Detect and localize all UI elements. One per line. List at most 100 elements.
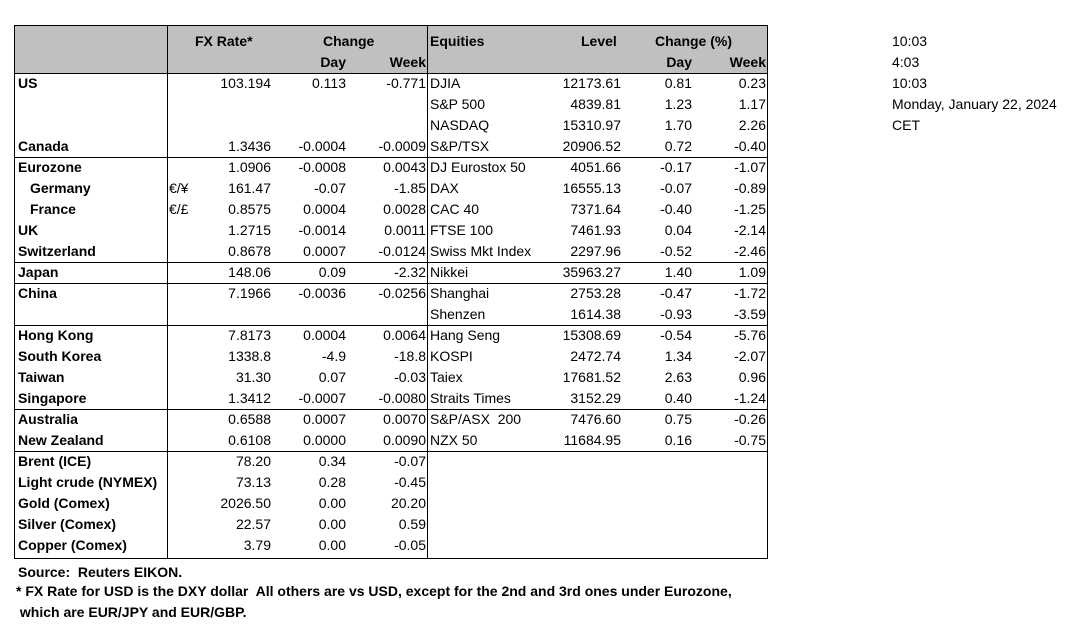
header-band (15, 26, 767, 73)
cell: 4051.66 (570, 159, 621, 175)
cell: 7476.60 (570, 411, 621, 427)
equity-name: CAC 40 (430, 201, 480, 217)
currency-pair: €/¥ (169, 180, 189, 196)
currency-pair: €/£ (169, 201, 189, 217)
equity-name: NZX 50 (430, 432, 478, 448)
cell: 1.23 (664, 96, 692, 112)
row-label: Australia (18, 411, 78, 427)
cell: 0.0028 (383, 201, 426, 217)
cell: -0.0009 (378, 138, 426, 154)
cell: 1.17 (738, 96, 766, 112)
cell: 0.28 (318, 474, 346, 490)
cell: -2.07 (734, 348, 766, 364)
source: Source: Reuters EIKON. (18, 564, 183, 580)
cell: 0.07 (318, 369, 346, 385)
cell: -0.0036 (298, 285, 346, 301)
cell: 0.0043 (383, 159, 426, 175)
border (14, 262, 768, 263)
time: 4:03 (892, 54, 920, 70)
cell: -1.07 (734, 159, 766, 175)
cell: -0.07 (314, 180, 346, 196)
border (14, 558, 768, 559)
cell: -18.8 (394, 348, 426, 364)
cell: 7.1966 (228, 285, 271, 301)
cell: 1.3412 (228, 390, 271, 406)
timezone: CET (892, 117, 920, 133)
header: Day (666, 54, 692, 70)
border (14, 157, 768, 158)
row-label: Brent (ICE) (18, 453, 92, 469)
cell: 0.09 (318, 264, 346, 280)
header: FX Rate* (195, 33, 253, 49)
row-label: South Korea (18, 348, 102, 364)
cell: -0.47 (660, 285, 692, 301)
cell: 0.0007 (303, 243, 346, 259)
cell: -0.07 (660, 180, 692, 196)
cell: 0.0090 (383, 432, 426, 448)
equity-name: Nikkei (430, 264, 469, 280)
row-label: Hong Kong (18, 327, 94, 343)
cell: -2.14 (734, 222, 766, 238)
row-label: France (30, 201, 76, 217)
row-label: Japan (18, 264, 59, 280)
cell: -0.03 (394, 369, 426, 385)
cell: 7371.64 (570, 201, 621, 217)
cell: -2.32 (394, 264, 426, 280)
equity-name: Shanghai (430, 285, 490, 301)
equity-name: S&P/TSX (430, 138, 490, 154)
cell: 35963.27 (562, 264, 621, 280)
cell: -4.9 (321, 348, 346, 364)
footnote: * FX Rate for USD is the DXY dollar All … (16, 583, 732, 599)
cell: 78.20 (235, 453, 271, 469)
cell: -0.0007 (298, 390, 346, 406)
cell: -0.0124 (378, 243, 426, 259)
market-table: FX Rate* Change Equities Level Change (%) Day… (14, 25, 768, 559)
cell: 31.30 (235, 369, 271, 385)
date: Monday, January 22, 2024 (892, 96, 1057, 112)
cell: 15310.97 (562, 117, 621, 133)
time: 10:03 (892, 33, 928, 49)
cell: 0.0007 (303, 411, 346, 427)
equity-name: Shenzen (430, 306, 486, 322)
cell: 1.34 (664, 348, 692, 364)
cell: 0.6108 (228, 432, 271, 448)
row-label: Switzerland (18, 243, 96, 259)
equity-name: Straits Times (430, 390, 511, 406)
times: 10:03 4:03 10:03 Monday, January 22, 202… (892, 31, 1057, 136)
cell: 0.0011 (384, 222, 426, 238)
cell: 2026.50 (220, 495, 271, 511)
cell: 0.0064 (383, 327, 426, 343)
cell: 15308.69 (562, 327, 621, 343)
cell: 12173.61 (562, 75, 621, 91)
cell: 1.2715 (228, 222, 271, 238)
row-label: Copper (Comex) (18, 537, 127, 553)
cell: 1.09 (738, 264, 766, 280)
cell: -0.40 (734, 138, 766, 154)
row-label: Taiwan (18, 369, 65, 385)
cell: -1.72 (734, 285, 766, 301)
cell: 0.04 (664, 222, 692, 238)
equity-name: S&P/ASX 200 (430, 411, 522, 427)
cell: -1.24 (734, 390, 766, 406)
cell: -0.89 (734, 180, 766, 196)
cell: 2472.74 (570, 348, 621, 364)
row-label: UK (18, 222, 39, 238)
footnote: which are EUR/JPY and EUR/GBP. (16, 604, 247, 620)
border (14, 73, 768, 74)
cell: 1.40 (664, 264, 692, 280)
cell: 0.0000 (303, 432, 346, 448)
cell: 7461.93 (570, 222, 621, 238)
cell: -3.59 (734, 306, 766, 322)
cell: -0.26 (734, 411, 766, 427)
row-label: Gold (Comex) (18, 495, 110, 511)
cell: -0.93 (660, 306, 692, 322)
cell: 0.16 (664, 432, 692, 448)
header: Change (323, 33, 375, 49)
cell: 2.63 (664, 369, 692, 385)
equity-name: Swiss Mkt Index (430, 243, 532, 259)
cell: -1.25 (734, 201, 766, 217)
cell: -0.0008 (298, 159, 346, 175)
border (14, 25, 768, 26)
cell: 0.113 (312, 75, 346, 91)
cell: 22.57 (235, 516, 271, 532)
